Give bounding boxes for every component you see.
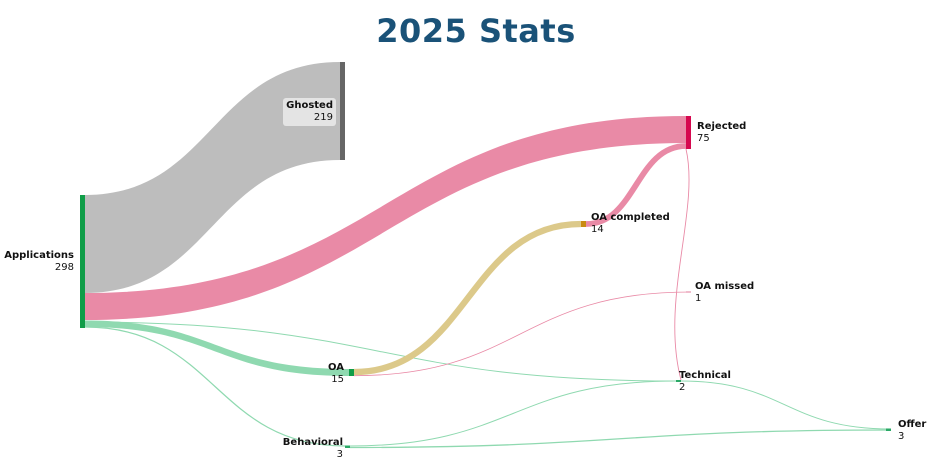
node-technical[interactable] xyxy=(676,380,681,382)
label-oa-name: OA xyxy=(328,362,344,373)
link-applications-oa[interactable] xyxy=(85,320,349,377)
label-technical-value: 2 xyxy=(679,382,686,393)
label-oa-completed-name: OA completed xyxy=(591,212,670,223)
label-ghosted-name: Ghosted xyxy=(286,100,333,111)
link-applications-technical[interactable] xyxy=(84,321,677,382)
node-offer[interactable] xyxy=(886,428,891,432)
chart-title: 2025 Stats xyxy=(376,12,576,50)
link-applications-behavioral[interactable] xyxy=(84,326,346,447)
node-behavioral[interactable] xyxy=(345,445,350,449)
node-oa-completed[interactable] xyxy=(581,221,586,227)
label-oa: OA 15 xyxy=(328,362,344,386)
label-rejected-value: 75 xyxy=(697,133,710,144)
label-oa-missed-name: OA missed xyxy=(695,281,755,292)
label-applications-value: 298 xyxy=(54,262,74,273)
label-behavioral-name: Behavioral xyxy=(282,437,343,448)
label-technical: Technical 2 xyxy=(679,370,731,394)
label-offer-value: 3 xyxy=(898,431,905,442)
label-ghosted: Ghosted 219 xyxy=(283,98,336,126)
label-oa-completed-value: 14 xyxy=(591,224,604,235)
label-rejected-name: Rejected xyxy=(697,121,747,132)
link-oa-oacompleted[interactable] xyxy=(353,220,582,376)
label-offer: Offer 3 xyxy=(898,419,926,443)
label-oa-missed: OA missed 1 xyxy=(695,281,754,305)
node-oa-missed[interactable] xyxy=(686,291,691,293)
link-technical-rejected[interactable] xyxy=(674,148,690,381)
node-oa[interactable] xyxy=(349,369,354,376)
label-ghosted-value: 219 xyxy=(313,112,333,123)
link-behavioral-technical[interactable] xyxy=(349,380,677,447)
label-oa-completed: OA completed 14 xyxy=(591,212,670,236)
link-applications-ghosted[interactable] xyxy=(85,62,340,293)
link-behavioral-offer[interactable] xyxy=(349,429,892,449)
link-technical-offer[interactable] xyxy=(680,380,892,430)
link-oa-oamissed[interactable] xyxy=(353,291,691,377)
link-applications-rejected[interactable] xyxy=(85,116,686,320)
label-offer-name: Offer xyxy=(898,419,927,430)
label-oa-value: 15 xyxy=(331,374,344,385)
label-rejected: Rejected 75 xyxy=(697,121,746,145)
node-applications[interactable] xyxy=(80,195,85,328)
node-ghosted[interactable] xyxy=(340,62,345,160)
label-applications: Applications 298 xyxy=(4,250,74,274)
link-oacompleted-rejected[interactable] xyxy=(585,143,687,227)
label-oa-missed-value: 1 xyxy=(695,293,702,304)
label-applications-name: Applications xyxy=(4,250,74,261)
label-behavioral: Behavioral 3 xyxy=(283,437,343,461)
node-rejected[interactable] xyxy=(686,116,691,149)
label-technical-name: Technical xyxy=(679,370,731,381)
label-behavioral-value: 3 xyxy=(336,449,343,460)
